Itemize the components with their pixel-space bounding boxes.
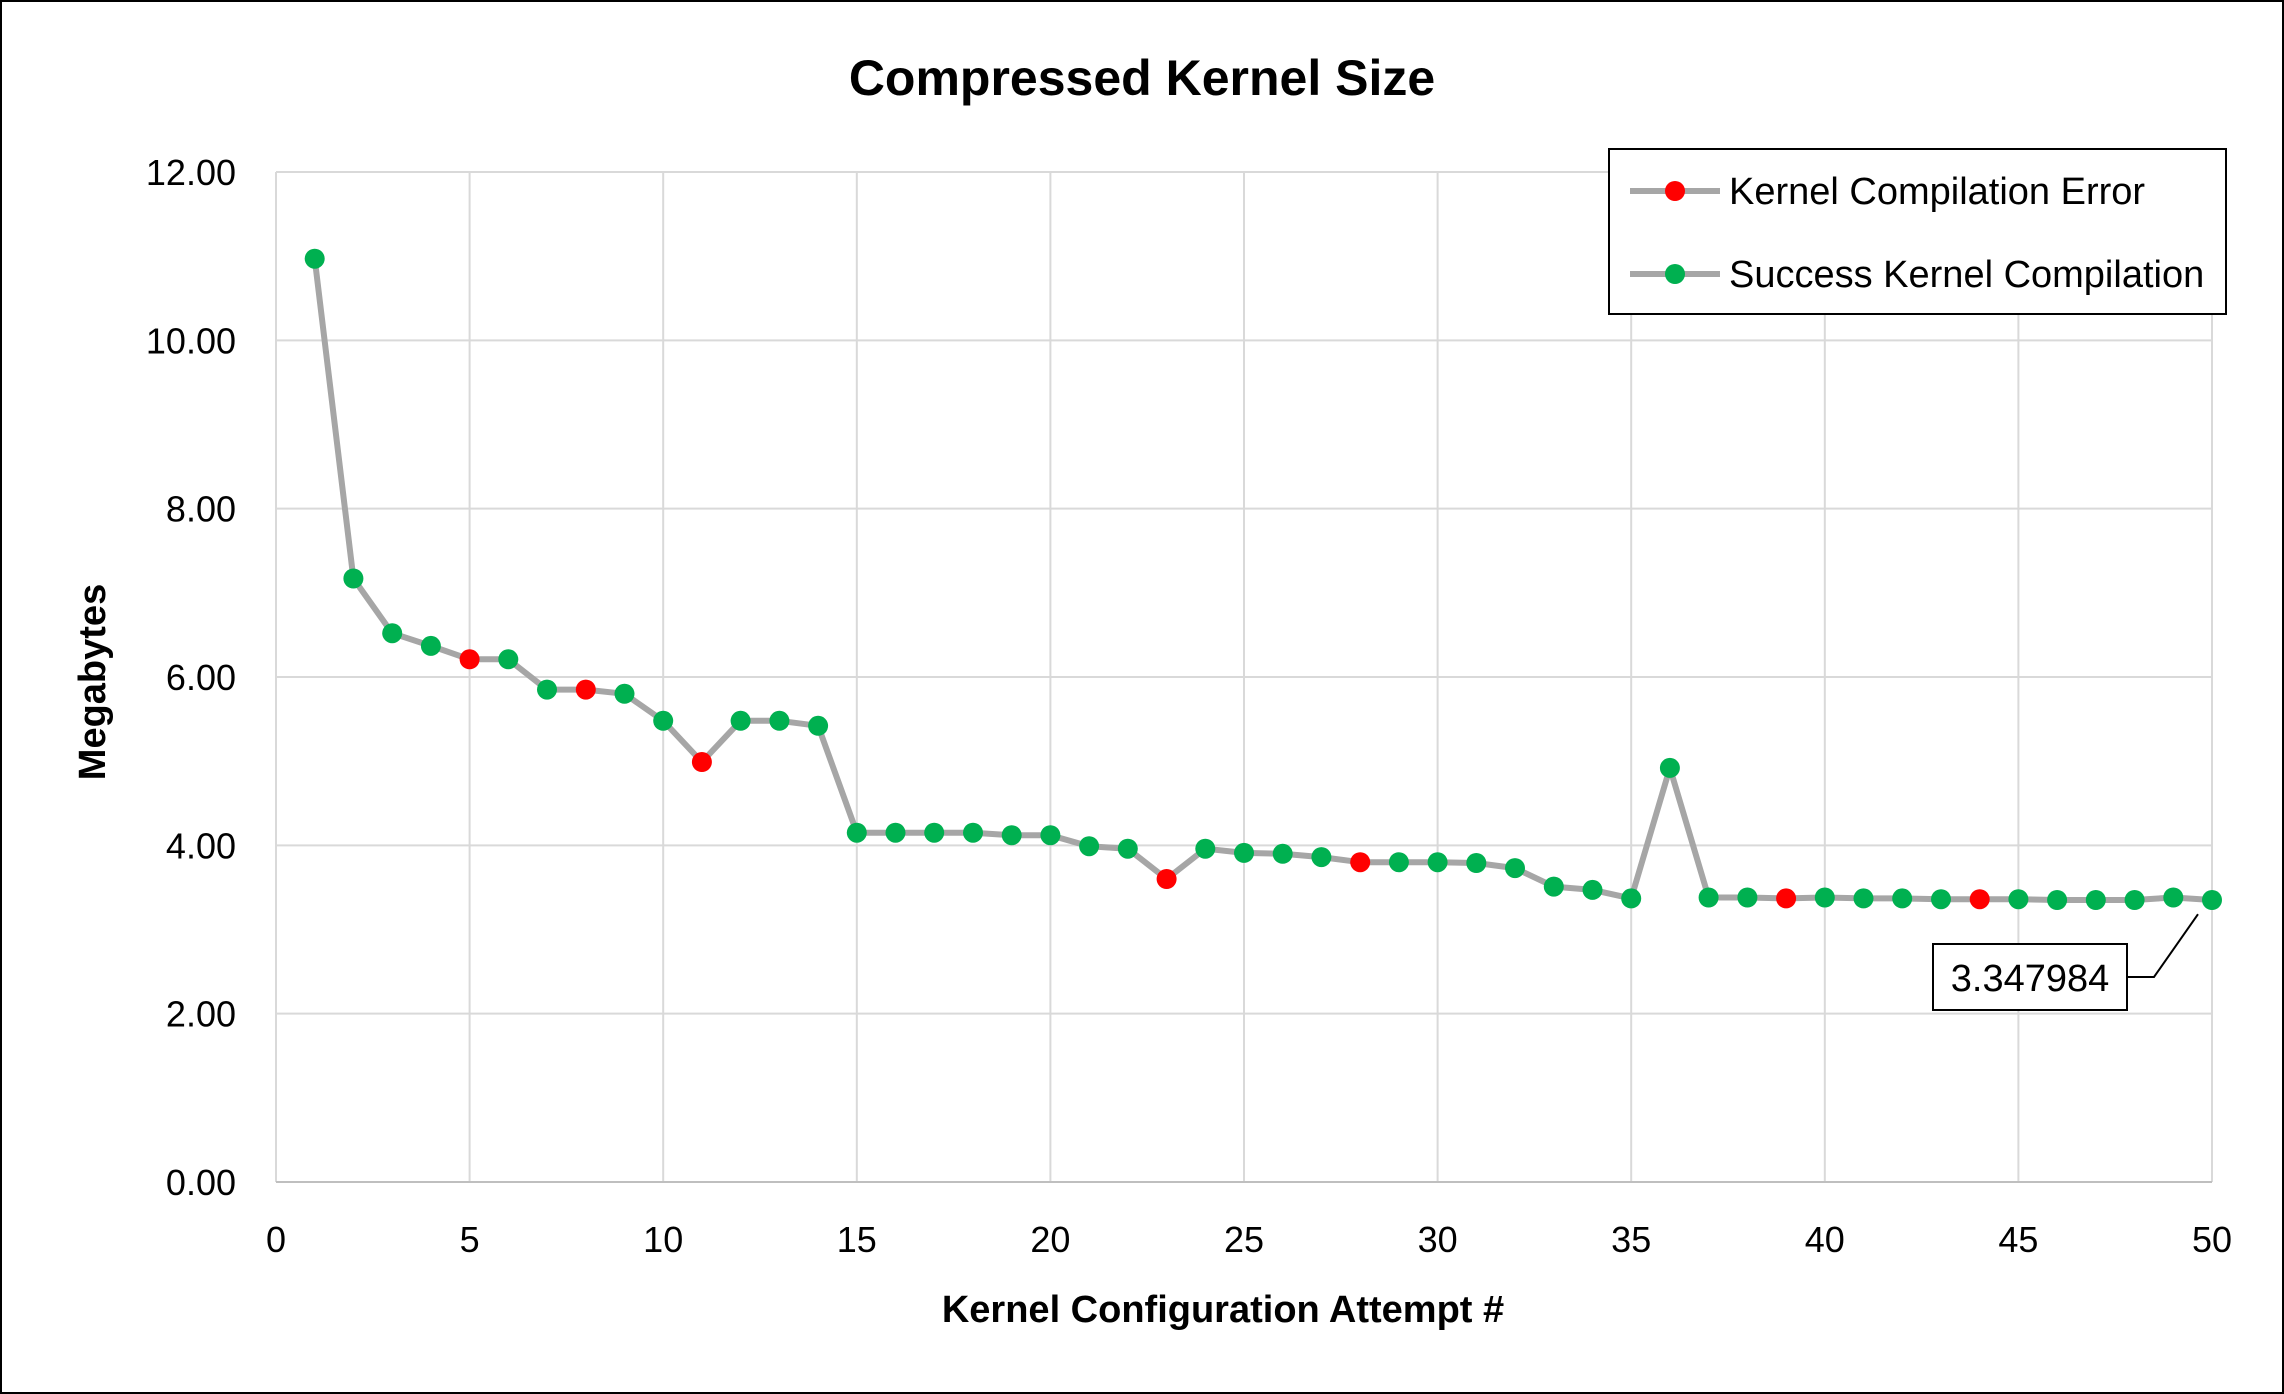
x-tick-label: 15 — [837, 1219, 877, 1260]
data-point-success — [1272, 843, 1293, 864]
data-point-error — [691, 752, 712, 772]
data-point-success — [2047, 890, 2068, 910]
data-point-success — [924, 822, 945, 843]
data-points — [304, 248, 2222, 910]
data-point-success — [1621, 888, 1642, 909]
data-point-success — [537, 679, 557, 700]
data-point-success — [498, 649, 519, 670]
y-tick-label: 2.00 — [166, 994, 236, 1035]
data-point-error — [1156, 869, 1177, 889]
data-point-success — [1582, 879, 1603, 900]
data-point-success — [1853, 888, 1874, 909]
legend-label-error: Kernel Compilation Error — [1729, 171, 2145, 213]
x-tick-label: 40 — [1805, 1219, 1845, 1260]
callout-label: 3.347984 — [1951, 958, 2110, 1000]
data-point-success — [653, 710, 674, 731]
data-point-success — [1892, 888, 1913, 909]
data-point-success — [1195, 838, 1216, 859]
x-tick-label: 10 — [643, 1219, 683, 1260]
data-point-success — [2202, 890, 2222, 910]
data-point-success — [1040, 825, 1061, 846]
x-tick-label: 25 — [1224, 1219, 1264, 1260]
y-tick-labels: 0.00 2.00 4.00 6.00 8.00 10.00 12.00 — [146, 152, 236, 1203]
data-point-success — [382, 623, 403, 644]
legend-box — [1608, 148, 2227, 315]
y-axis-title: Megabytes — [72, 584, 114, 780]
data-point-success — [1388, 852, 1409, 873]
data-point-success — [1931, 889, 1951, 910]
y-tick-label: 4.00 — [166, 825, 236, 866]
x-tick-label: 45 — [1998, 1219, 2038, 1260]
data-point-error — [459, 649, 480, 670]
y-tick-label: 12.00 — [146, 152, 236, 193]
data-point-success — [2163, 887, 2184, 908]
data-point-error — [575, 679, 596, 700]
data-point-success — [1117, 838, 1138, 859]
data-point-success — [2008, 889, 2029, 910]
data-point-success — [1814, 887, 1835, 908]
legend-marker-success — [1665, 264, 1685, 284]
data-point-success — [1737, 887, 1758, 908]
data-point-error — [1969, 889, 1990, 910]
callout-leader-line — [2127, 913, 2199, 978]
value-callout: 3.347984 — [1932, 913, 2199, 1011]
y-tick-label: 0.00 — [166, 1162, 236, 1203]
data-point-success — [1543, 876, 1564, 897]
data-point-success — [1427, 852, 1448, 873]
y-tick-label: 10.00 — [146, 320, 236, 361]
data-point-success — [769, 710, 790, 731]
x-axis-title: Kernel Configuration Attempt # — [942, 1289, 1504, 1331]
data-point-success — [343, 568, 364, 589]
data-point-success — [420, 635, 441, 656]
data-point-success — [846, 822, 867, 843]
data-point-success — [963, 822, 983, 843]
x-tick-label: 20 — [1030, 1219, 1070, 1260]
data-point-success — [1311, 847, 1332, 868]
data-point-success — [2124, 890, 2145, 910]
x-tick-label: 0 — [266, 1219, 286, 1260]
x-tick-labels: 0 5 10 15 20 25 30 35 40 45 50 — [266, 1219, 2232, 1260]
data-point-success — [885, 822, 906, 843]
callout-box — [1932, 943, 2128, 1011]
chart-title: Compressed Kernel Size — [849, 50, 1435, 106]
x-tick-label: 50 — [2192, 1219, 2232, 1260]
x-tick-label: 30 — [1418, 1219, 1458, 1260]
data-point-success — [1466, 853, 1487, 873]
data-point-success — [614, 683, 635, 704]
y-tick-label: 8.00 — [166, 489, 236, 530]
legend: Kernel Compilation Error Success Kernel … — [1608, 148, 2227, 315]
data-point-error — [1350, 852, 1371, 873]
x-tick-label: 35 — [1611, 1219, 1651, 1260]
data-point-success — [1659, 757, 1680, 778]
gridlines — [275, 171, 2213, 1182]
data-point-success — [1001, 825, 1022, 846]
series-line — [311, 258, 2213, 903]
data-point-success — [1698, 887, 1719, 908]
data-point-success — [808, 715, 829, 736]
data-point-success — [2085, 890, 2106, 910]
data-point-success — [1234, 842, 1254, 863]
data-point-error — [1776, 888, 1797, 909]
data-point-success — [1505, 858, 1525, 879]
legend-marker-error — [1665, 181, 1685, 201]
legend-label-success: Success Kernel Compilation — [1729, 254, 2204, 296]
data-point-success — [1079, 836, 1100, 857]
y-tick-label: 6.00 — [166, 657, 236, 698]
x-tick-label: 5 — [460, 1219, 480, 1260]
data-point-success — [304, 248, 325, 269]
data-point-success — [730, 710, 751, 731]
